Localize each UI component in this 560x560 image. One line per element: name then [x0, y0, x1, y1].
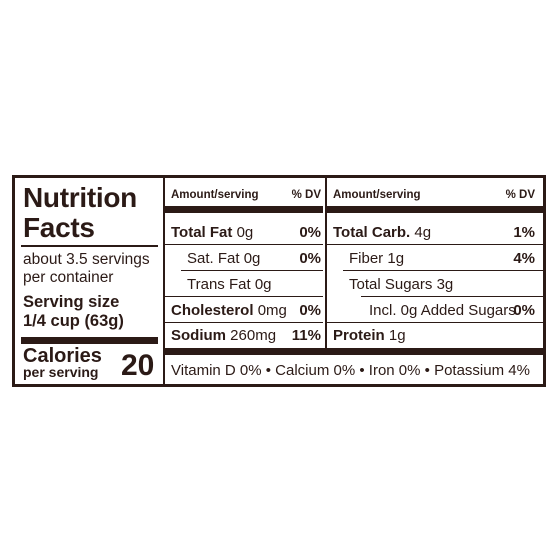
right-header-dv: % DV: [505, 189, 535, 201]
left-header-dv: % DV: [291, 189, 321, 201]
left-row-divider: [165, 244, 323, 245]
right-row-divider: [343, 270, 543, 271]
left-row-sat-fat: Sat. Fat 0g: [187, 250, 261, 267]
calories-divider: [21, 337, 158, 344]
right-row-total-carb: Total Carb. 4g: [333, 224, 432, 241]
left-row-sodium: Sodium 260mg: [171, 327, 277, 344]
left-row-divider: [181, 270, 323, 271]
left-header-rule: [165, 206, 323, 213]
title-line-1: Nutrition: [23, 182, 137, 213]
vitamins-minerals-line: Vitamin D 0% • Calcium 0% • Iron 0% • Po…: [171, 362, 530, 379]
right-row-divider: [327, 244, 543, 245]
right-row-divider: [361, 296, 543, 297]
left-row-sat-fat-dv: 0%: [299, 250, 321, 267]
servings-line-1: about 3.5 servings: [23, 251, 150, 268]
serving-size-value: 1/4 cup (63g): [23, 312, 124, 330]
right-row-fiber-dv: 4%: [513, 250, 535, 267]
left-header-amount: Amount/serving: [171, 189, 259, 201]
left-row-total-fat-dv: 0%: [299, 224, 321, 241]
calories-sublabel: per serving: [23, 364, 99, 380]
right-row-total-sugars: Total Sugars 3g: [349, 276, 454, 293]
right-row-total-carb-dv: 1%: [513, 224, 535, 241]
right-row-added-sugars-dv: 0%: [513, 302, 535, 319]
left-row-divider: [165, 296, 323, 297]
title-divider: [21, 245, 158, 247]
right-row-protein: Protein 1g: [333, 327, 406, 344]
left-row-divider: [165, 322, 323, 323]
left-row-cholesterol-dv: 0%: [299, 302, 321, 319]
servings-line-2: per container: [23, 269, 114, 286]
right-row-divider: [327, 322, 543, 323]
serving-size-label: Serving size: [23, 293, 120, 311]
footer-rule: [165, 348, 543, 355]
calories-label: Calories: [23, 345, 102, 367]
left-vertical-divider: [163, 178, 165, 384]
nutrition-facts-label: Nutrition Facts about 3.5 servings per c…: [12, 175, 546, 387]
middle-vertical-divider: [325, 178, 327, 348]
title-line-2: Facts: [23, 212, 95, 243]
left-row-trans-fat: Trans Fat 0g: [187, 276, 272, 293]
right-header-amount: Amount/serving: [333, 189, 421, 201]
left-row-cholesterol: Cholesterol 0mg: [171, 302, 287, 319]
left-row-sodium-dv: 11%: [291, 327, 321, 344]
right-row-added-sugars: Incl. 0g Added Sugars: [369, 302, 516, 319]
right-row-fiber: Fiber 1g: [349, 250, 405, 267]
right-header-rule: [327, 206, 543, 213]
calories-value: 20: [121, 349, 155, 382]
left-row-total-fat: Total Fat 0g: [171, 224, 254, 241]
